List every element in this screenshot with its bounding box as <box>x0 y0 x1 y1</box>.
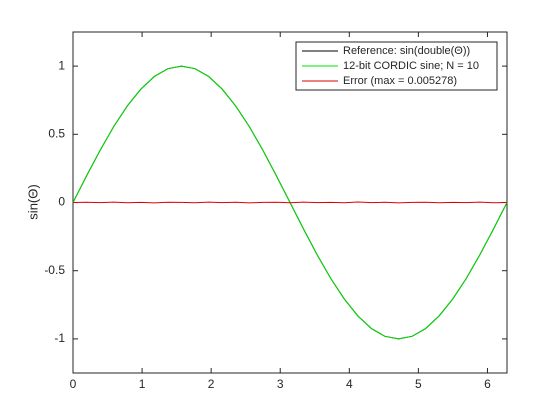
legend-label: Error (max = 0.005278) <box>343 75 457 87</box>
y-tick-label: -0.5 <box>44 263 65 277</box>
x-tick-label: 2 <box>208 377 215 391</box>
y-axis-label: sin(Θ) <box>25 184 40 219</box>
y-tick-label: -1 <box>54 331 65 345</box>
legend-label: Reference: sin(double(Θ)) <box>343 45 470 57</box>
x-tick-label: 3 <box>277 377 284 391</box>
legend-label: 12-bit CORDIC sine; N = 10 <box>343 60 479 72</box>
y-tick-label: 0 <box>58 195 65 209</box>
x-tick-label: 1 <box>139 377 146 391</box>
x-tick-label: 5 <box>415 377 422 391</box>
series-line <box>72 201 508 204</box>
x-tick-label: 6 <box>484 377 491 391</box>
y-tick-label: 0.5 <box>48 126 65 140</box>
y-tick-label: 1 <box>58 58 65 72</box>
x-tick-label: 0 <box>70 377 77 391</box>
x-tick-label: 4 <box>346 377 353 391</box>
